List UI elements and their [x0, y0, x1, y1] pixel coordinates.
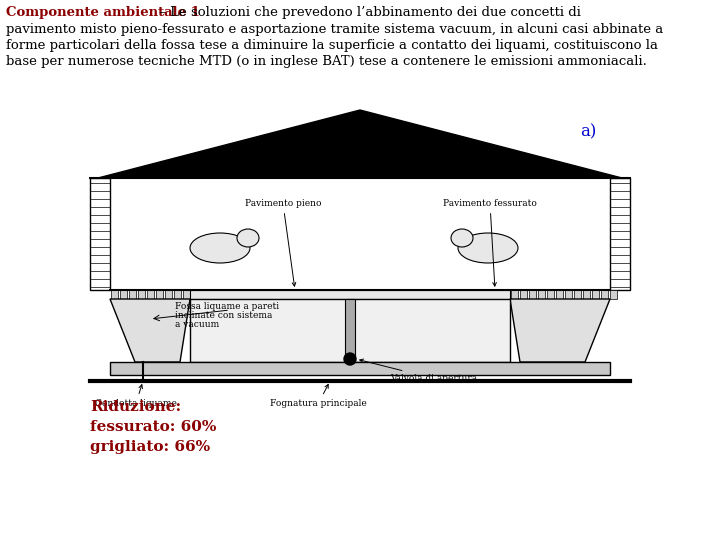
Bar — [592, 290, 599, 299]
Text: Componente ambientale 1: Componente ambientale 1 — [6, 6, 200, 19]
Polygon shape — [98, 110, 622, 178]
Bar — [183, 290, 190, 299]
Circle shape — [344, 353, 356, 365]
Text: grigliato: 66%: grigliato: 66% — [90, 440, 210, 454]
Text: forme particolari della fossa tese a diminuire la superficie a contatto dei liqu: forme particolari della fossa tese a dim… — [6, 39, 658, 52]
Text: Pavimento pieno: Pavimento pieno — [245, 199, 321, 286]
Bar — [111, 290, 118, 299]
Text: Riduzione:: Riduzione: — [90, 400, 181, 414]
Text: Pavimento fessurato: Pavimento fessurato — [443, 199, 537, 286]
Bar — [345, 299, 355, 362]
Ellipse shape — [190, 233, 250, 263]
Bar — [120, 290, 127, 299]
Bar — [538, 290, 545, 299]
Text: a): a) — [580, 123, 596, 140]
Bar — [174, 290, 181, 299]
Bar — [138, 290, 145, 299]
Bar — [574, 290, 581, 299]
Text: pavimento misto pieno-fessurato e asportazione tramite sistema vacuum, in alcuni: pavimento misto pieno-fessurato e asport… — [6, 23, 663, 36]
Bar — [610, 290, 617, 299]
Ellipse shape — [451, 229, 473, 247]
Bar — [147, 290, 154, 299]
Bar — [110, 362, 610, 375]
Bar — [511, 290, 518, 299]
Text: – Le soluzioni che prevedono l’abbinamento dei due concetti di: – Le soluzioni che prevedono l’abbinamen… — [155, 6, 581, 19]
Bar — [90, 178, 110, 290]
Bar — [556, 290, 563, 299]
Bar — [190, 299, 510, 362]
Bar — [529, 290, 536, 299]
Text: Fossa liquame a pareti: Fossa liquame a pareti — [175, 302, 279, 311]
Text: a vacuum: a vacuum — [175, 320, 220, 329]
Polygon shape — [110, 299, 190, 362]
Bar — [547, 290, 554, 299]
Bar — [583, 290, 590, 299]
Ellipse shape — [458, 233, 518, 263]
Bar — [520, 290, 527, 299]
Bar — [601, 290, 608, 299]
Bar — [156, 290, 163, 299]
Bar — [190, 290, 510, 299]
Bar — [565, 290, 572, 299]
Ellipse shape — [237, 229, 259, 247]
Polygon shape — [510, 299, 610, 362]
Text: Condotta liquame: Condotta liquame — [95, 384, 177, 408]
Bar — [610, 178, 630, 290]
Text: inclinate con sistema: inclinate con sistema — [175, 311, 272, 320]
Bar — [129, 290, 136, 299]
Text: Valvola di apertura: Valvola di apertura — [360, 359, 477, 383]
Text: Fognatura principale: Fognatura principale — [270, 384, 366, 408]
Text: fessurato: 60%: fessurato: 60% — [90, 420, 217, 434]
Text: base per numerose tecniche MTD (o in inglese BAT) tese a contenere le emissioni : base per numerose tecniche MTD (o in ing… — [6, 56, 647, 69]
Bar — [165, 290, 172, 299]
